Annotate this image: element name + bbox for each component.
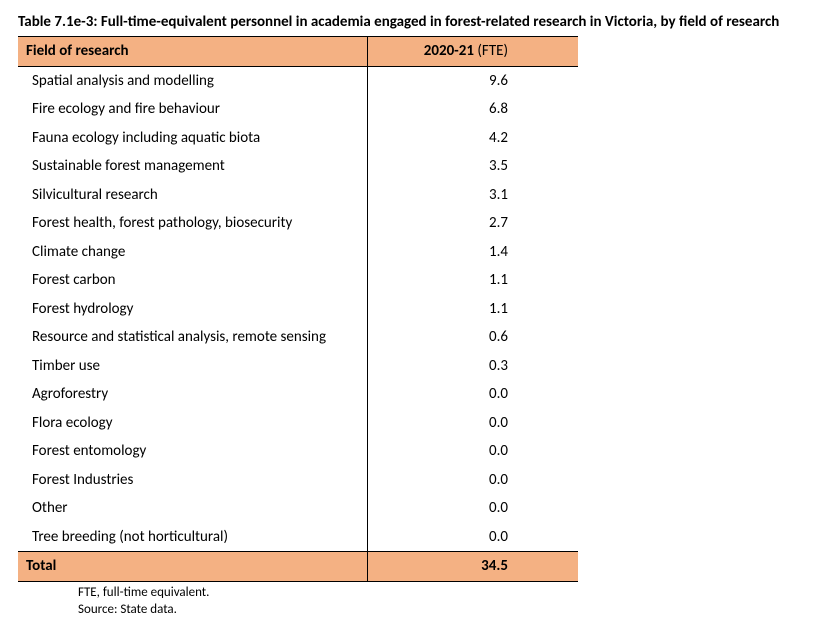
footnote-line: FTE, full-time equivalent.: [78, 584, 800, 602]
cell-value: 0.0: [368, 437, 578, 466]
cell-value: 2.7: [368, 209, 578, 238]
table-row: Tree breeding (not horticultural)0.0: [18, 523, 578, 552]
cell-field: Forest carbon: [18, 266, 368, 295]
table-caption: Table 7.1e-3: Full-time-equivalent perso…: [18, 12, 800, 32]
cell-field: Forest Industries: [18, 466, 368, 495]
table-row: Fire ecology and fire behaviour6.8: [18, 95, 578, 124]
cell-field: Timber use: [18, 352, 368, 381]
cell-value: 0.0: [368, 466, 578, 495]
table-row: Forest Industries0.0: [18, 466, 578, 495]
header-value-unit: (FTE): [474, 42, 508, 60]
header-value: 2020-21 (FTE): [368, 37, 578, 67]
cell-field: Forest hydrology: [18, 295, 368, 324]
cell-value: 3.1: [368, 181, 578, 210]
cell-field: Spatial analysis and modelling: [18, 66, 368, 95]
table-row: Forest hydrology1.1: [18, 295, 578, 324]
table-row: Resource and statistical analysis, remot…: [18, 323, 578, 352]
table-row: Silvicultural research3.1: [18, 181, 578, 210]
cell-value: 0.0: [368, 380, 578, 409]
table-body: Spatial analysis and modelling9.6Fire ec…: [18, 66, 578, 552]
table-header-row: Field of research 2020-21 (FTE): [18, 37, 578, 67]
cell-value: 0.3: [368, 352, 578, 381]
cell-field: Forest entomology: [18, 437, 368, 466]
cell-value: 3.5: [368, 152, 578, 181]
table-row: Flora ecology0.0: [18, 409, 578, 438]
cell-field: Fire ecology and fire behaviour: [18, 95, 368, 124]
cell-field: Sustainable forest management: [18, 152, 368, 181]
table-row: Climate change1.4: [18, 238, 578, 267]
cell-value: 0.0: [368, 494, 578, 523]
cell-value: 0.0: [368, 409, 578, 438]
total-value: 34.5: [368, 552, 578, 582]
total-label: Total: [18, 552, 368, 582]
cell-value: 0.0: [368, 523, 578, 552]
table-row: Sustainable forest management3.5: [18, 152, 578, 181]
table-row: Forest entomology0.0: [18, 437, 578, 466]
cell-field: Climate change: [18, 238, 368, 267]
cell-value: 6.8: [368, 95, 578, 124]
cell-value: 1.1: [368, 266, 578, 295]
table-row: Spatial analysis and modelling9.6: [18, 66, 578, 95]
cell-field: Silvicultural research: [18, 181, 368, 210]
data-table: Field of research 2020-21 (FTE) Spatial …: [18, 36, 578, 582]
cell-field: Forest health, forest pathology, biosecu…: [18, 209, 368, 238]
footnotes: FTE, full-time equivalent. Source: State…: [18, 584, 800, 619]
header-value-year: 2020-21: [424, 42, 474, 60]
table-row: Forest health, forest pathology, biosecu…: [18, 209, 578, 238]
cell-value: 0.6: [368, 323, 578, 352]
cell-field: Tree breeding (not horticultural): [18, 523, 368, 552]
table-row: Fauna ecology including aquatic biota4.2: [18, 124, 578, 153]
table-total-row: Total 34.5: [18, 552, 578, 582]
table-row: Other0.0: [18, 494, 578, 523]
cell-value: 1.1: [368, 295, 578, 324]
table-row: Forest carbon1.1: [18, 266, 578, 295]
cell-field: Flora ecology: [18, 409, 368, 438]
cell-field: Other: [18, 494, 368, 523]
cell-value: 9.6: [368, 66, 578, 95]
cell-value: 4.2: [368, 124, 578, 153]
cell-value: 1.4: [368, 238, 578, 267]
table-row: Timber use0.3: [18, 352, 578, 381]
cell-field: Fauna ecology including aquatic biota: [18, 124, 368, 153]
cell-field: Agroforestry: [18, 380, 368, 409]
header-field-of-research: Field of research: [18, 37, 368, 67]
cell-field: Resource and statistical analysis, remot…: [18, 323, 368, 352]
table-row: Agroforestry0.0: [18, 380, 578, 409]
